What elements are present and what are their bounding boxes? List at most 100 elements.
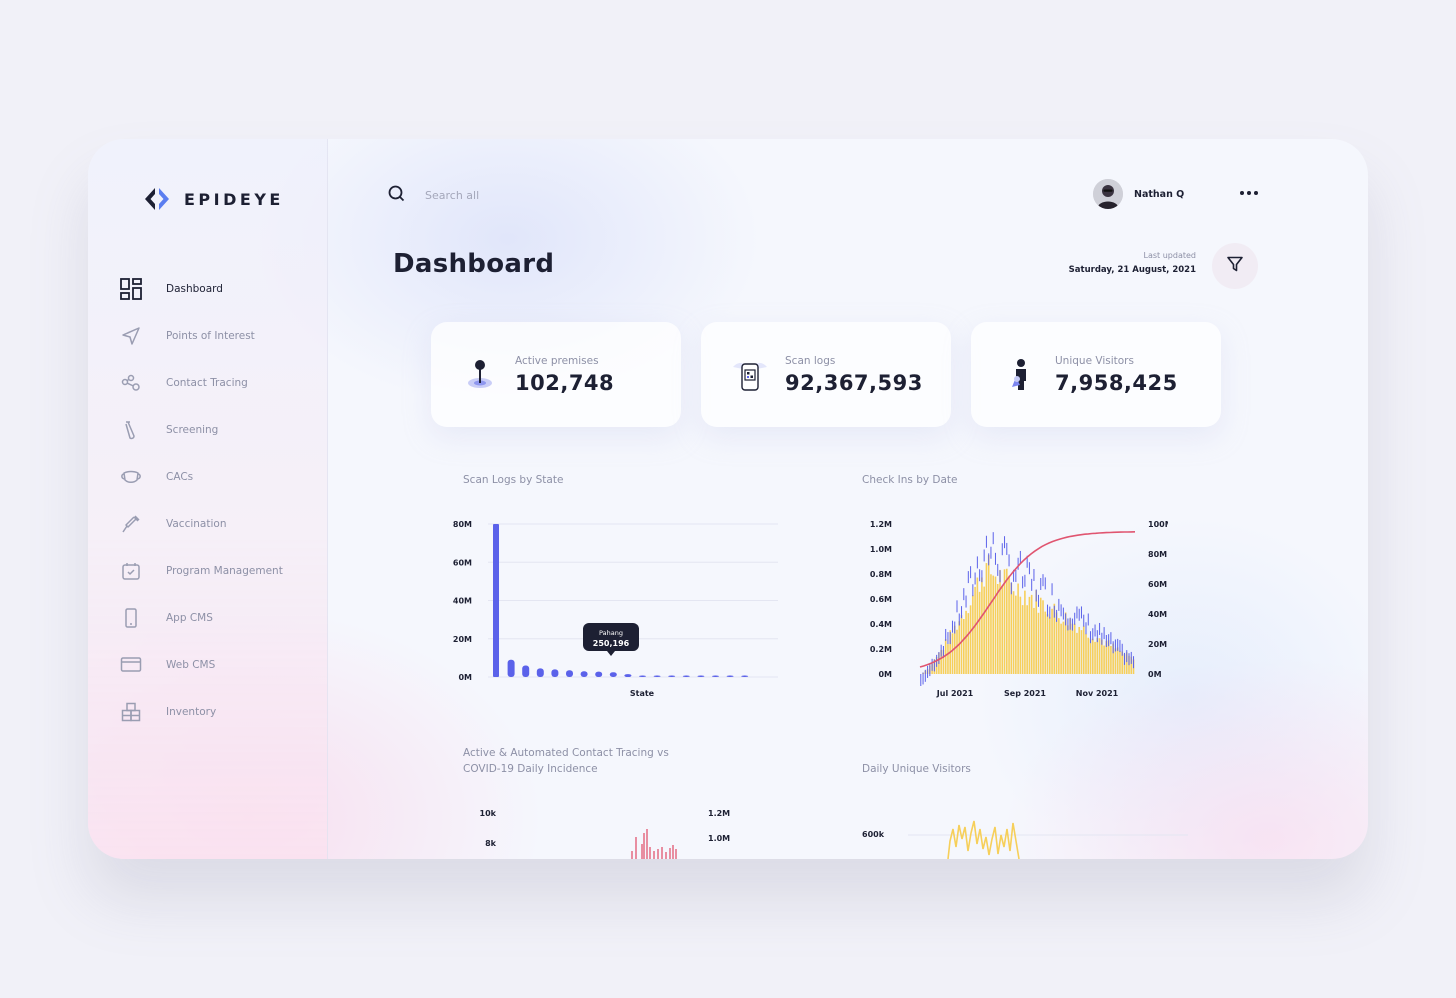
bar-yellow — [951, 633, 954, 674]
x-tick-label: Sep 2021 — [1004, 689, 1046, 698]
y-tick-label: 80M — [453, 520, 472, 529]
bar-yellow — [1058, 618, 1060, 674]
stat-label: Scan logs — [785, 354, 836, 367]
bar-yellow — [1125, 652, 1128, 674]
search-bar[interactable] — [388, 185, 625, 206]
bar-yellow — [1082, 625, 1085, 674]
logo[interactable]: EPIDEYE — [144, 187, 284, 211]
sidebar-item-label: Inventory — [166, 705, 217, 718]
send-arrow-icon — [120, 325, 142, 347]
bar-yellow — [996, 584, 999, 674]
logo-text: EPIDEYE — [184, 189, 284, 209]
bar-yellow — [1015, 595, 1017, 674]
bar — [522, 665, 530, 677]
sidebar-item-web-cms[interactable]: Web CMS — [120, 641, 320, 688]
bar-yellow — [942, 649, 945, 674]
search-icon[interactable] — [388, 185, 405, 206]
y-right-tick-label: 20M — [1148, 640, 1167, 649]
bar-yellow — [1001, 586, 1004, 674]
bar-yellow — [1078, 626, 1081, 674]
bar-yellow — [978, 591, 981, 674]
bar — [697, 675, 705, 677]
sidebar-item-screening[interactable]: Screening — [120, 406, 320, 453]
y-left-tick-label: 0.8M — [870, 570, 892, 579]
bar-yellow — [999, 569, 1001, 674]
sidebar-item-cacs[interactable]: CACs — [120, 453, 320, 500]
bar-yellow — [960, 615, 963, 674]
calendar-check-icon — [120, 560, 142, 582]
visitors-line — [947, 820, 1020, 859]
bar-yellow — [985, 563, 988, 674]
bar-yellow — [1105, 641, 1108, 674]
stat-card-active-premises[interactable]: Active premises 102,748 — [431, 322, 681, 427]
bar-yellow — [1069, 618, 1071, 674]
bar-yellow — [1049, 617, 1051, 674]
filter-button[interactable] — [1212, 243, 1258, 289]
dashboard-grid-icon — [120, 277, 142, 300]
sidebar-item-program-management[interactable]: Program Management — [120, 547, 320, 594]
stat-card-scan-logs[interactable]: Scan logs 92,367,593 — [701, 322, 951, 427]
section-title-check-ins: Check Ins by Date — [862, 474, 958, 486]
sidebar-nav: Dashboard Points of Interest Contact — [120, 265, 320, 735]
filter-icon — [1226, 255, 1244, 277]
stat-card-unique-visitors[interactable]: Unique Visitors 7,958,425 — [971, 322, 1221, 427]
y-tick-label: 40M — [453, 597, 472, 606]
bar-yellow — [1051, 608, 1053, 674]
browser-window-icon — [120, 654, 142, 676]
bar — [653, 675, 661, 677]
sidebar-item-label: App CMS — [166, 611, 213, 624]
sidebar-item-contact-tracing[interactable]: Contact Tracing — [120, 359, 320, 406]
sidebar-item-app-cms[interactable]: App CMS — [120, 594, 320, 641]
bar-yellow — [947, 644, 949, 674]
scan-logs-chart: 0M 20M 40M 60M 80M State Pahang 250,196 — [453, 520, 778, 698]
y-tick-label: 600k — [862, 830, 885, 839]
bar — [668, 675, 676, 677]
bar — [726, 675, 734, 677]
bar-yellow — [1087, 637, 1090, 674]
more-dot — [1240, 191, 1244, 195]
syringe-icon — [120, 513, 142, 535]
y-left-tick-label: 0.6M — [870, 595, 892, 604]
avatar[interactable] — [1093, 179, 1123, 209]
tooltip-value: 250,196 — [593, 639, 630, 648]
bar-yellow — [1101, 639, 1103, 674]
stat-value: 102,748 — [515, 370, 615, 395]
bar-yellow — [958, 621, 961, 674]
bar-yellow — [1121, 651, 1124, 674]
y-left-tick-label: 1.2M — [870, 520, 892, 529]
y-left-tick-label: 0.4M — [870, 620, 892, 629]
more-options-icon[interactable] — [1240, 191, 1258, 195]
bar — [712, 675, 719, 677]
mobile-icon — [120, 607, 142, 629]
bar-yellow — [1114, 648, 1117, 674]
bar-yellow — [981, 577, 983, 674]
sidebar-item-inventory[interactable]: Inventory — [120, 688, 320, 735]
bar-yellow — [1019, 596, 1022, 674]
search-input[interactable] — [425, 189, 625, 202]
last-updated-label: Last updated — [1143, 251, 1196, 260]
y-right-tick-label: 100M — [1148, 520, 1168, 529]
bar-yellow — [1130, 656, 1133, 674]
bar — [595, 671, 603, 677]
bar-yellow — [992, 575, 995, 674]
bar-yellow — [1037, 612, 1040, 674]
section-title-contact-tracing: Active & Automated Contact Tracing vs CO… — [463, 745, 669, 777]
contact-tracing-chart: 10k 8k 1.2M 1.0M — [480, 809, 730, 859]
sidebar-item-dashboard[interactable]: Dashboard — [120, 265, 320, 312]
bar-yellow — [1012, 591, 1015, 674]
boxes-icon — [120, 701, 142, 723]
y-tick-label: 20M — [453, 635, 472, 644]
bar-yellow — [1080, 630, 1083, 674]
bar-yellow — [1010, 583, 1013, 674]
bar-yellow — [1103, 645, 1105, 674]
bar — [493, 524, 499, 677]
sidebar-item-vaccination[interactable]: Vaccination — [120, 500, 320, 547]
bar-yellow — [983, 586, 985, 674]
epideye-logo-icon — [144, 187, 170, 211]
bar — [639, 675, 646, 677]
user-profile[interactable]: Nathan Q — [1093, 179, 1184, 209]
sidebar-item-points-of-interest[interactable]: Points of Interest — [120, 312, 320, 359]
bar-yellow — [974, 586, 976, 674]
bar — [551, 669, 559, 677]
bar-yellow — [969, 605, 972, 674]
